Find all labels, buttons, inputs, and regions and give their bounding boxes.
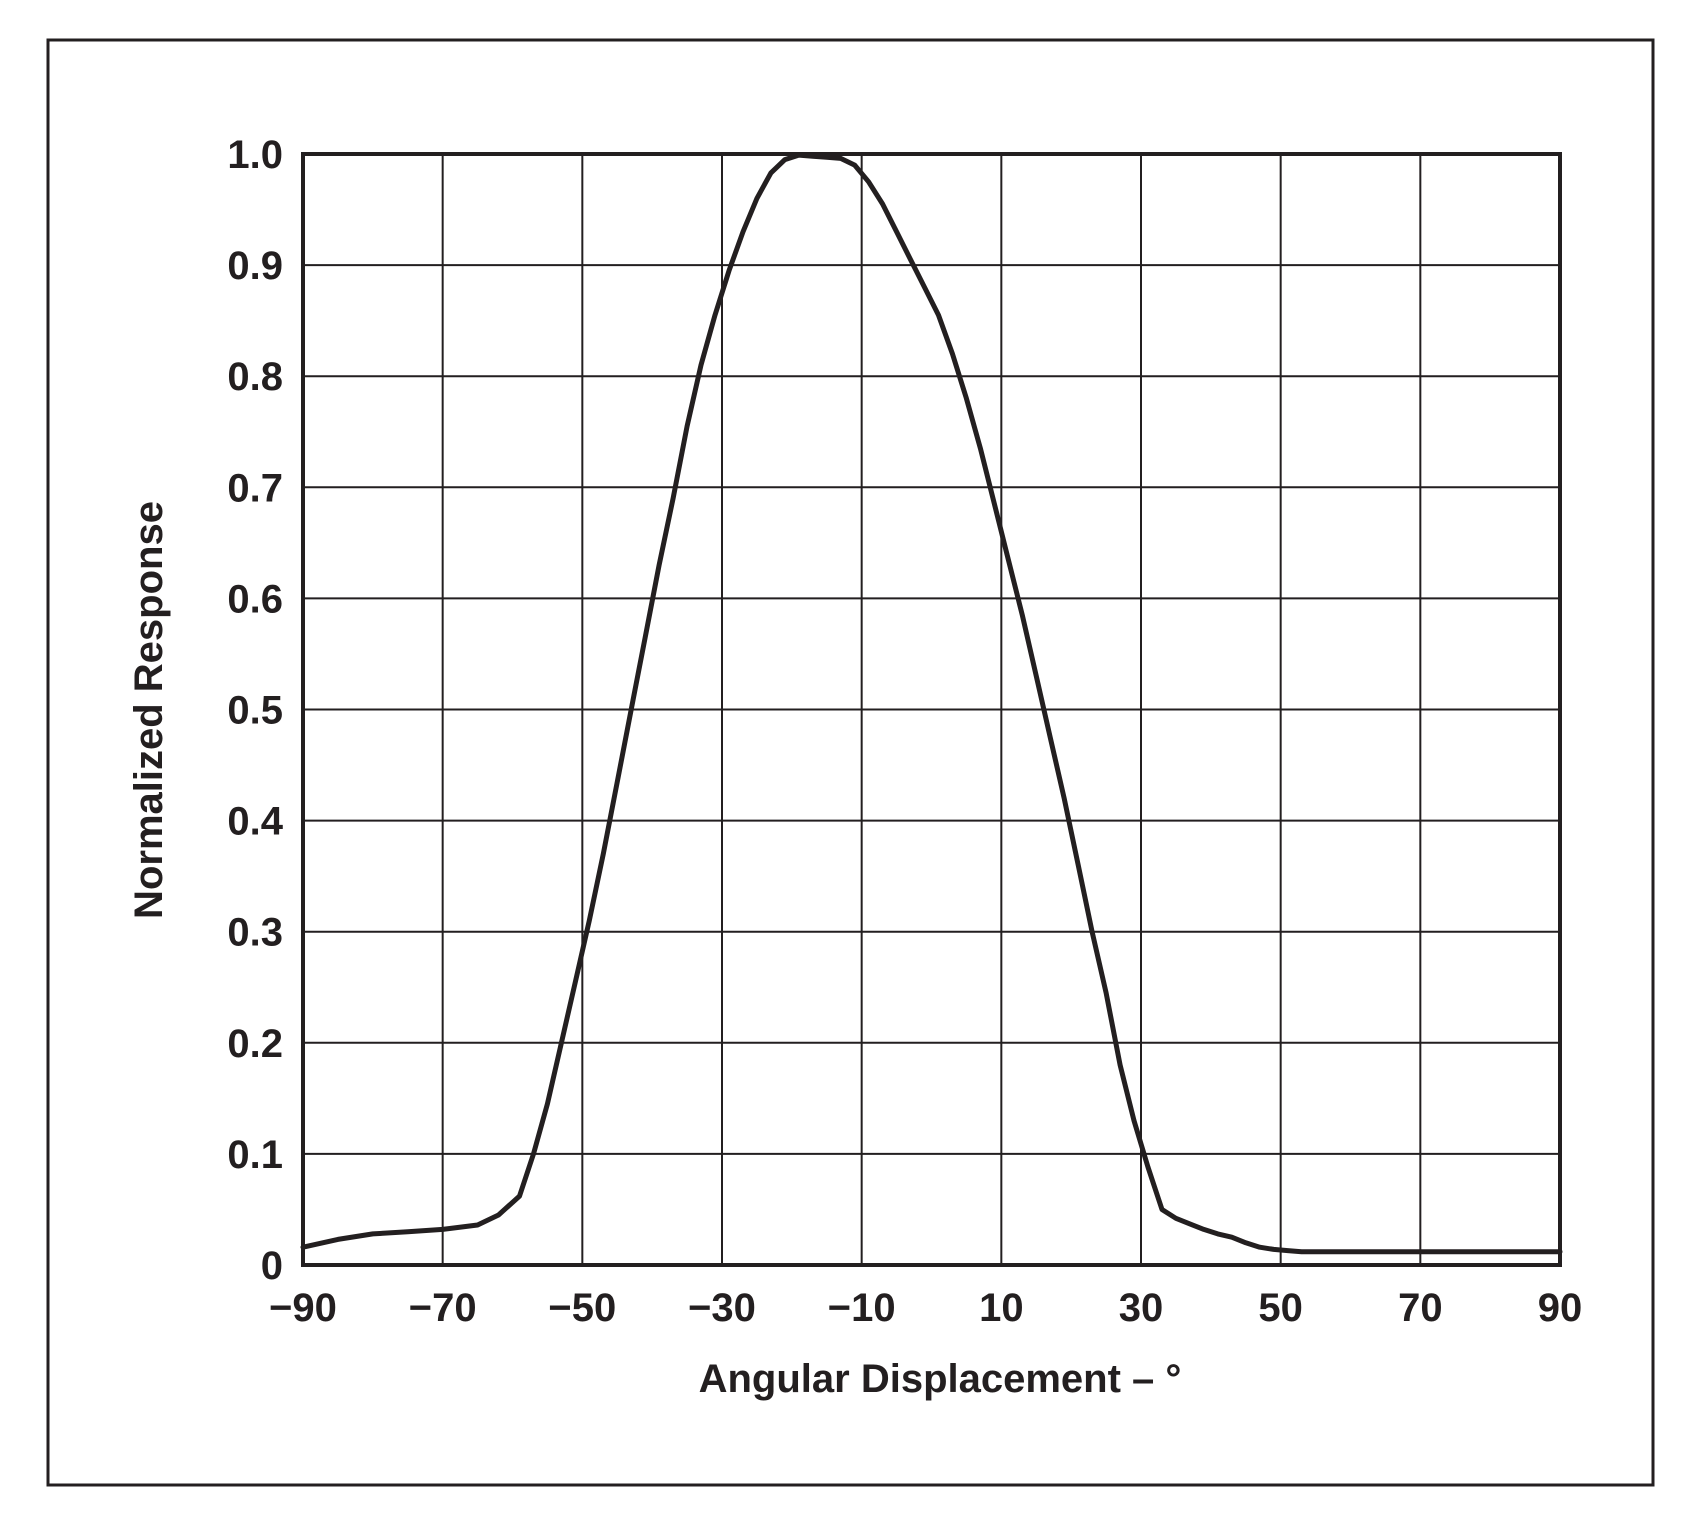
y-tick-label: 1.0: [227, 133, 283, 177]
y-axis-label: Normalized Response: [127, 501, 171, 919]
y-tick-label: 0.8: [227, 355, 283, 399]
x-tick-label: −10: [828, 1286, 896, 1330]
x-tick-label: −70: [409, 1286, 477, 1330]
y-tick-label: 0.1: [227, 1133, 283, 1177]
x-tick-label: −50: [548, 1286, 616, 1330]
x-tick-label: 70: [1398, 1286, 1443, 1330]
x-tick-label: −90: [269, 1286, 337, 1330]
x-tick-label: −30: [688, 1286, 756, 1330]
x-tick-label: 90: [1538, 1286, 1583, 1330]
x-axis-label: Angular Displacement – °: [699, 1357, 1182, 1401]
y-tick-label: 0.4: [227, 800, 283, 844]
y-tick-label: 0.3: [227, 911, 283, 955]
y-tick-label: 0.5: [227, 689, 283, 733]
x-axis-ticks: −90 −70 −50 −30 −10 10 30 50 70 90: [269, 1286, 1582, 1330]
plot-area-border: [301, 152, 1562, 1267]
y-tick-label: 0: [261, 1244, 283, 1288]
figure-border: [46, 38, 1655, 1487]
x-tick-label: 50: [1258, 1286, 1303, 1330]
y-tick-label: 0.6: [227, 577, 283, 621]
y-axis-ticks: 0 0.1 0.2 0.3 0.4 0.5 0.6 0.7 0.8 0.9 1.0: [227, 133, 283, 1288]
x-tick-label: 10: [979, 1286, 1024, 1330]
y-tick-label: 0.7: [227, 466, 283, 510]
y-tick-label: 0.2: [227, 1022, 283, 1066]
x-tick-label: 30: [1119, 1286, 1164, 1330]
y-tick-label: 0.9: [227, 244, 283, 288]
series-line-normalized-response: [300, 152, 1563, 1255]
